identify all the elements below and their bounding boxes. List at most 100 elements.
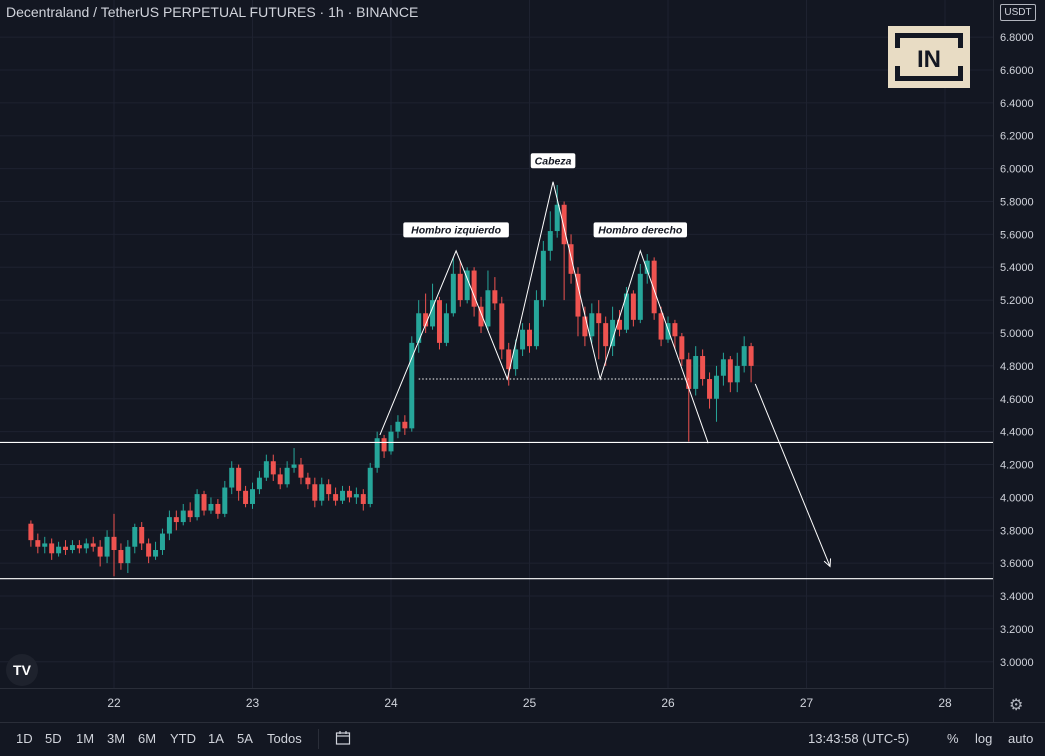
bottom-toolbar: 1D 5D 1M 3M 6M YTD 1A 5A Todos 13:43:58 (UTC-5) … <box>0 722 1045 756</box>
candle <box>402 415 408 435</box>
candle <box>28 520 34 547</box>
pattern-label-text: Hombro izquierdo <box>411 224 501 236</box>
candle <box>533 290 539 350</box>
timeframe-button-1d[interactable]: 1D <box>16 731 33 746</box>
candle <box>589 303 595 343</box>
candle-body <box>499 303 505 350</box>
candle-body <box>83 543 89 549</box>
candle <box>693 346 699 396</box>
price-tick-label: 4.8000 <box>1000 361 1034 373</box>
candle-body <box>430 300 436 327</box>
candle <box>443 303 449 347</box>
candle-body <box>187 510 193 518</box>
pattern-label: Hombro izquierdo <box>403 222 509 238</box>
candle <box>222 480 228 518</box>
candle-body <box>277 474 283 485</box>
candle-body <box>284 467 290 485</box>
timeframe-button-ytd[interactable]: YTD <box>170 731 196 746</box>
candle-body <box>139 526 145 544</box>
candle <box>596 300 602 360</box>
pattern-label: Hombro derecho <box>593 222 687 238</box>
price-tick-label: 5.4000 <box>1000 262 1034 274</box>
gear-icon[interactable]: ⚙ <box>1009 697 1024 714</box>
candle-body <box>111 536 117 551</box>
pattern-line <box>379 181 709 444</box>
candle-body <box>658 313 664 340</box>
candle-body <box>617 319 623 330</box>
candle <box>243 485 249 508</box>
clock-readout[interactable]: 13:43:58 (UTC-5) <box>808 731 910 746</box>
candle <box>734 352 740 393</box>
candle-body <box>346 490 352 498</box>
candle <box>575 267 581 337</box>
pattern-label-bg <box>593 222 687 238</box>
pattern-label-bg <box>530 153 576 169</box>
candle-body <box>153 550 159 557</box>
candle-body <box>63 546 69 551</box>
candle-body <box>42 543 48 547</box>
candle-body <box>423 313 429 327</box>
candle-body <box>388 431 394 452</box>
candle-body <box>215 503 221 514</box>
candle-body <box>125 546 131 564</box>
candle <box>630 290 636 327</box>
candle-body <box>381 438 387 452</box>
candle <box>291 448 297 473</box>
price-tick-label: 4.2000 <box>1000 460 1034 472</box>
timeframe-button-todos[interactable]: Todos <box>267 731 302 746</box>
timeframe-button-5a[interactable]: 5A <box>237 731 253 746</box>
timeframe-button-6m[interactable]: 6M <box>138 731 157 746</box>
auto-toggle[interactable]: auto <box>1008 731 1034 746</box>
candle <box>159 528 165 555</box>
time-axis[interactable]: 22 23 24 25 26 27 28 <box>0 688 993 711</box>
candle <box>637 263 643 324</box>
candle-body <box>471 270 477 307</box>
candle-body <box>201 494 207 511</box>
candle-body <box>97 546 103 557</box>
candle <box>700 349 706 386</box>
price-chart[interactable]: 4.33423.5054 Hombro izquierdoCabezaHombr… <box>0 0 1045 722</box>
candle <box>395 415 401 439</box>
timeframe-button-5d[interactable]: 5D <box>45 731 62 746</box>
price-tick-label: 6.2000 <box>1000 131 1034 143</box>
candle-body <box>478 306 484 327</box>
timeframe-button-3m[interactable]: 3M <box>107 731 126 746</box>
percent-toggle[interactable]: % <box>947 731 959 746</box>
candle-body <box>28 523 34 541</box>
time-tick-label: 22 <box>107 696 121 710</box>
time-tick-label: 28 <box>938 696 952 710</box>
price-axis[interactable]: 6.8000 6.6000 6.4000 6.2000 6.0000 5.8000 5.60… <box>993 0 1045 722</box>
pattern-label-text: Hombro derecho <box>598 224 683 236</box>
price-tick-label: 4.0000 <box>1000 492 1034 504</box>
beincrypto-logo: IN <box>888 26 970 88</box>
candle <box>346 485 352 503</box>
candle <box>125 540 131 574</box>
candle-body <box>520 329 526 350</box>
candle-body <box>713 375 719 399</box>
candle-body <box>533 300 539 347</box>
candle <box>104 530 110 564</box>
candle-body <box>741 346 747 366</box>
candle <box>194 489 200 521</box>
calendar-icon[interactable] <box>335 730 351 746</box>
candle <box>132 523 138 554</box>
candle-body <box>630 293 636 320</box>
timeframe-button-1a[interactable]: 1A <box>208 731 224 746</box>
timeframe-button-1m[interactable]: 1M <box>76 731 95 746</box>
candle <box>603 316 609 366</box>
candle <box>381 434 387 458</box>
candle <box>42 536 48 554</box>
toolbar-divider <box>318 729 319 749</box>
candle <box>229 461 235 495</box>
currency-badge[interactable]: USDT <box>1000 4 1036 21</box>
candle <box>236 464 242 501</box>
chart-title: Decentraland / TetherUS PERPETUAL FUTURE… <box>6 4 419 20</box>
candle <box>610 306 616 357</box>
candle-body <box>554 204 560 232</box>
log-toggle[interactable]: log <box>975 731 993 746</box>
candle <box>180 503 186 526</box>
tradingview-logo[interactable]: TV <box>6 654 38 686</box>
candle-body <box>270 461 276 475</box>
candle <box>284 461 290 488</box>
candle <box>208 497 214 514</box>
